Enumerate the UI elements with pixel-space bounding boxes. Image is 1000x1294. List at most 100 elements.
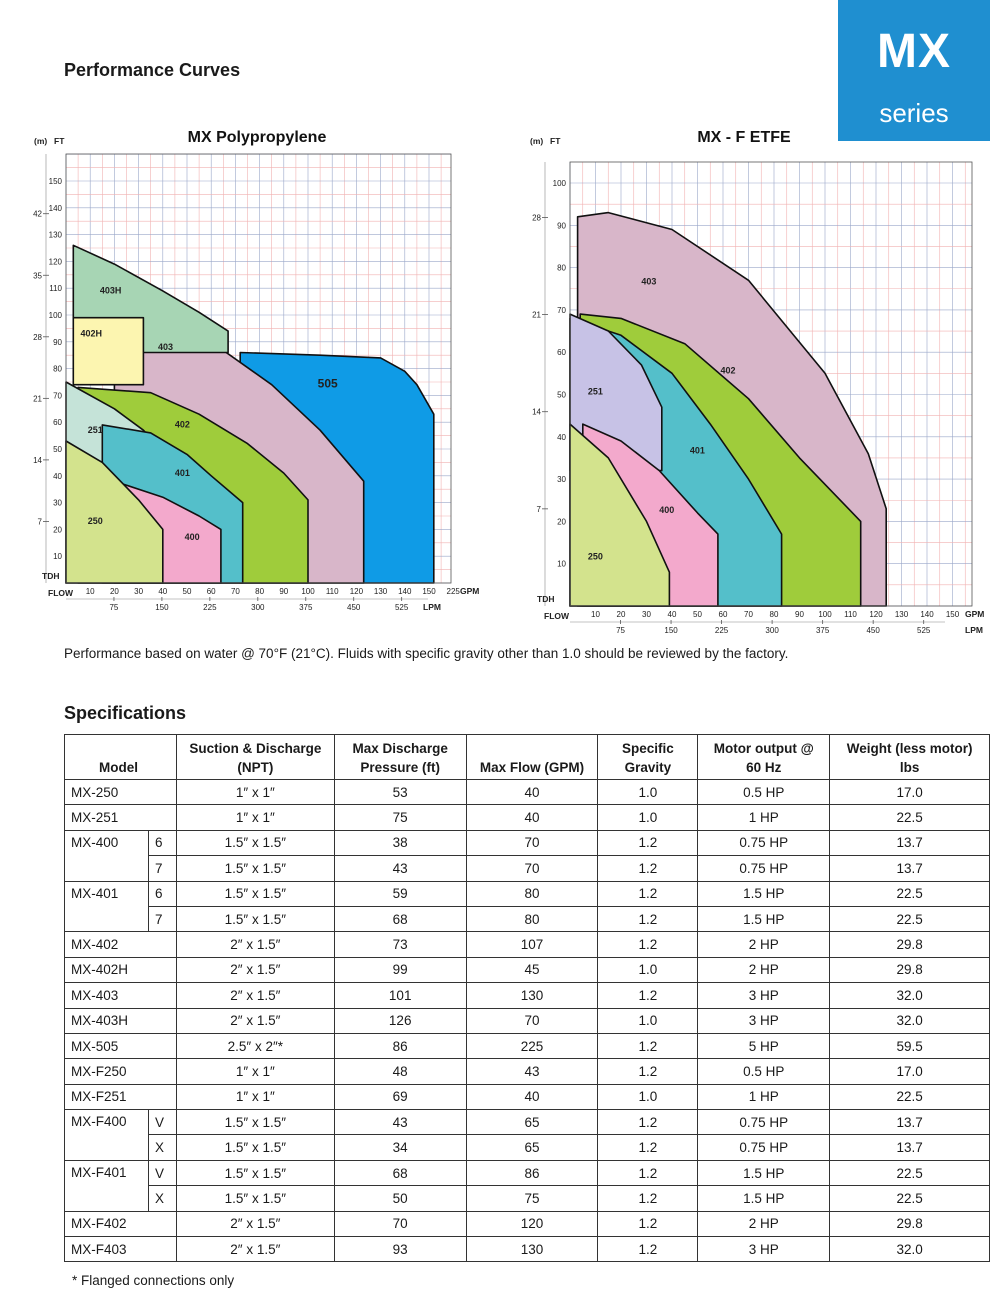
lpm-tick-label: 525 (917, 626, 931, 635)
cell-pressure: 34 (333, 1134, 467, 1161)
y-tick-label: 130 (49, 231, 63, 240)
cell-variant: X (147, 1134, 177, 1161)
table-row: MX-F403 2″ x 1.5″ 93 130 1.2 3 HP 32.0 (64, 1236, 990, 1263)
x-tick-label: 30 (642, 610, 651, 619)
cell-flow: 40 (465, 778, 599, 806)
table-row: MX-400 6 1.5″ x 1.5″ 38 70 1.2 0.75 HP 13.7 (64, 829, 990, 882)
x-tick-label: 140 (398, 587, 412, 596)
cell-gravity: 1.0 (597, 804, 699, 831)
x-tick-label: 50 (693, 610, 702, 619)
x-tick-label: 150 (946, 610, 960, 619)
cell-model: MX-402 (64, 931, 177, 958)
header-pressure: Max Discharge Pressure (ft) (333, 734, 467, 780)
lpm-unit-label: LPM (965, 625, 983, 635)
cell-pressure: 48 (333, 1058, 467, 1085)
cell-flow: 70 (465, 1007, 599, 1034)
y-tick-label: 30 (53, 499, 62, 508)
cell-flow: 70 (465, 829, 599, 857)
cell-weight: 59.5 (829, 1032, 990, 1060)
lpm-tick-label: 300 (765, 626, 779, 635)
cell-weight: 22.5 (829, 804, 990, 831)
x-tick-label: 60 (719, 610, 728, 619)
cell-connection: 2″ x 1.5″ (175, 931, 335, 958)
cell-gravity: 1.2 (597, 829, 699, 857)
cell-gravity: 1.2 (597, 931, 699, 958)
x-tick-label: 40 (668, 610, 677, 619)
table-row: MX-402H 2″ x 1.5″ 99 45 1.0 2 HP 29.8 (64, 956, 990, 984)
cell-flow: 130 (465, 982, 599, 1009)
cell-gravity: 1.2 (597, 982, 699, 1009)
badge-series-name: MX (877, 25, 951, 78)
cell-motor: 0.75 HP (697, 829, 831, 857)
cell-gravity: 1.2 (597, 1185, 699, 1212)
tdh-label: TDH (42, 571, 59, 581)
feet-unit-label: FT (54, 136, 65, 146)
curve-label-400: 400 (659, 505, 674, 515)
cell-motor: 3 HP (697, 982, 831, 1009)
cell-variant: 7 (147, 905, 177, 933)
cell-gravity: 1.2 (597, 880, 699, 907)
cell-weight: 13.7 (829, 829, 990, 857)
cell-connection: 1.5″ x 1.5″ (175, 1185, 335, 1212)
cell-weight: 17.0 (829, 1058, 990, 1085)
table-row: 7 1.5″ x 1.5″ 43 70 1.2 0.75 HP 13.7 (65, 855, 990, 882)
cell-motor: 2 HP (697, 1210, 831, 1238)
lpm-unit-label: LPM (423, 602, 441, 612)
cell-model: MX-505 (64, 1032, 177, 1060)
x-tick-label: 110 (844, 610, 857, 619)
curve-label-402: 402 (720, 365, 735, 375)
lpm-tick-label: 450 (866, 626, 880, 635)
meter-tick-label: 7 (38, 517, 43, 526)
cell-gravity: 1.2 (597, 1210, 699, 1238)
header-weight: Weight (less motor) lbs (829, 734, 990, 780)
x-tick-label: 70 (744, 610, 753, 619)
series-badge: MX series (838, 0, 990, 141)
cell-connection: 1.5″ x 1.5″ (175, 855, 335, 882)
footnote: * Flanged connections only (72, 1273, 235, 1288)
cell-connection: 1″ x 1″ (175, 1083, 335, 1111)
curve-label-505: 505 (318, 376, 338, 390)
cell-pressure: 93 (333, 1236, 467, 1263)
cell-motor: 0.75 HP (697, 855, 831, 882)
header-flow: Max Flow (GPM) (465, 734, 599, 780)
cell-motor: 1.5 HP (697, 1185, 831, 1212)
cell-motor: 1.5 HP (697, 1159, 831, 1187)
cell-gravity: 1.2 (597, 1159, 699, 1187)
y-tick-label: 100 (49, 311, 63, 320)
chart-title: MX Polypropylene (188, 129, 327, 146)
cell-pressure: 53 (333, 778, 467, 806)
lpm-tick-label: 525 (395, 603, 409, 612)
y-tick-label: 70 (53, 391, 62, 400)
y-tick-label: 10 (53, 552, 62, 561)
cell-connection: 1.5″ x 1.5″ (175, 1109, 335, 1136)
x-tick-label: 130 (895, 610, 909, 619)
cell-weight: 32.0 (829, 982, 990, 1009)
cell-pressure: 75 (333, 804, 467, 831)
cell-motor: 5 HP (697, 1032, 831, 1060)
lpm-tick-label: 150 (155, 603, 169, 612)
meter-tick-label: 35 (33, 271, 42, 280)
table-row: MX-403H 2″ x 1.5″ 126 70 1.0 3 HP 32.0 (64, 1007, 990, 1034)
cell-flow: 120 (465, 1210, 599, 1238)
performance-note: Performance based on water @ 70°F (21°C)… (64, 646, 789, 661)
curve-label-250: 250 (588, 551, 603, 561)
cell-pressure: 59 (333, 880, 467, 907)
lpm-tick-label: 75 (616, 626, 625, 635)
cell-model: MX-F250 (64, 1058, 177, 1085)
cell-pressure: 68 (333, 905, 467, 933)
x-tick-label: 90 (795, 610, 804, 619)
flow-label: FLOW (48, 588, 74, 598)
cell-connection: 2″ x 1.5″ (175, 1236, 335, 1263)
x-tick-label: 60 (207, 587, 216, 596)
y-tick-label: 50 (557, 391, 566, 400)
table-header-row: Model Suction & Discharge (NPT) Max Disc… (64, 734, 990, 780)
lpm-tick-label: 225 (715, 626, 729, 635)
cell-weight: 17.0 (829, 778, 990, 806)
x-tick-label: 30 (134, 587, 143, 596)
cell-pressure: 73 (333, 931, 467, 958)
x-tick-label: 110 (326, 587, 339, 596)
chart-mx-f-etfe: 403 402 401 251 400 250 MX - F ETFE (m) FT 10 20 30… (530, 129, 984, 635)
cell-model: MX-251 (64, 804, 177, 831)
x-tick-label: 130 (374, 587, 388, 596)
badge-suffix: series (879, 98, 949, 128)
